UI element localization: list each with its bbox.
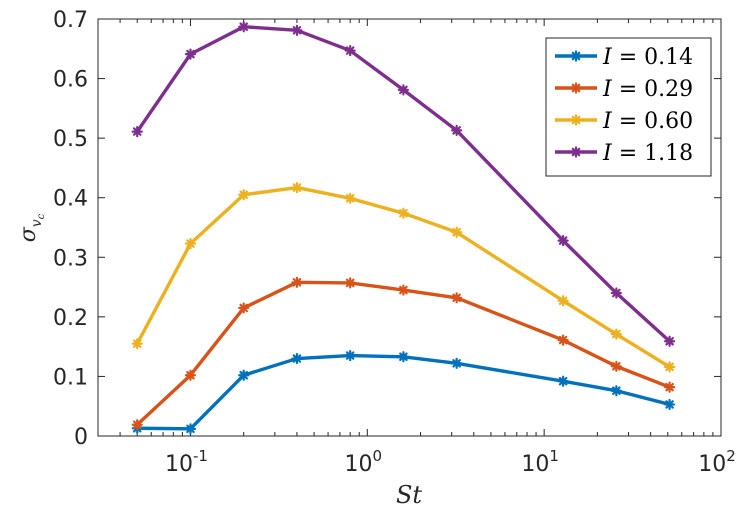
series-layer bbox=[131, 21, 676, 435]
data-point bbox=[131, 125, 143, 138]
y-tick-label: 0.6 bbox=[53, 68, 88, 93]
legend-label: I = 0.14 bbox=[602, 45, 693, 70]
series-2 bbox=[131, 181, 676, 373]
legend-label: I = 1.18 bbox=[602, 141, 693, 166]
series-0 bbox=[131, 349, 676, 435]
x-tick-label: 100 bbox=[345, 447, 383, 477]
legend-marker bbox=[570, 82, 582, 94]
x-tick-label-exponent: 2 bbox=[726, 447, 736, 465]
x-tick-label-base: 10 bbox=[521, 452, 549, 477]
plot-area bbox=[97, 18, 722, 437]
data-point bbox=[291, 352, 303, 365]
legend-item: I = 0.14 bbox=[555, 45, 693, 70]
x-tick-label-base: 10 bbox=[345, 452, 373, 477]
data-point bbox=[291, 276, 303, 288]
data-point bbox=[238, 369, 250, 381]
y-axis-label-subscript: v bbox=[29, 219, 45, 227]
axis-ticks bbox=[97, 18, 722, 437]
data-point bbox=[344, 349, 356, 362]
data-point bbox=[557, 235, 569, 247]
data-point bbox=[397, 284, 410, 296]
data-point bbox=[291, 24, 303, 36]
data-point bbox=[610, 385, 622, 397]
x-tick-label-base: 10 bbox=[698, 452, 726, 477]
svg-text:σvc: σvc bbox=[16, 213, 47, 242]
data-point bbox=[184, 237, 197, 250]
data-point bbox=[451, 357, 463, 369]
data-point bbox=[557, 375, 569, 387]
data-point bbox=[344, 192, 356, 204]
data-point bbox=[291, 181, 303, 194]
data-point bbox=[397, 351, 410, 363]
data-point bbox=[131, 338, 143, 350]
data-point bbox=[663, 381, 676, 393]
y-tick-label: 0 bbox=[74, 425, 88, 450]
data-point bbox=[397, 207, 410, 219]
x-axis-label: St bbox=[396, 481, 422, 509]
series-line bbox=[135, 185, 671, 369]
data-point bbox=[557, 334, 569, 346]
y-axis-label: σvc bbox=[16, 213, 47, 242]
x-tick-label-base: 10 bbox=[165, 452, 193, 477]
data-point bbox=[344, 277, 356, 289]
axis-tick-labels: 00.10.20.30.40.50.60.710-1 100 101 102 bbox=[53, 8, 736, 477]
series-3 bbox=[131, 21, 676, 347]
data-point bbox=[238, 21, 250, 33]
y-axis-label-symbol: σ bbox=[16, 226, 41, 242]
series-line bbox=[136, 280, 671, 426]
data-point bbox=[663, 398, 676, 411]
legend: I = 0.14 I = 0.29 I = 0.60 I = 1.18 bbox=[545, 37, 712, 177]
x-tick-label-exponent: 1 bbox=[549, 447, 559, 465]
legend-marker bbox=[570, 114, 582, 126]
series-1 bbox=[131, 276, 676, 431]
data-point bbox=[184, 423, 197, 435]
legend-label: I = 0.60 bbox=[602, 109, 693, 134]
y-tick-label: 0.7 bbox=[53, 8, 88, 33]
data-point bbox=[451, 226, 463, 238]
data-point bbox=[663, 361, 676, 373]
legend-item: I = 0.29 bbox=[555, 77, 693, 102]
y-tick-label: 0.3 bbox=[53, 246, 88, 271]
y-tick-label: 0.1 bbox=[53, 365, 88, 390]
data-point bbox=[238, 189, 250, 201]
data-point bbox=[610, 360, 622, 372]
data-point bbox=[451, 292, 463, 304]
data-point bbox=[397, 84, 410, 96]
legend-marker bbox=[570, 146, 582, 158]
series-line bbox=[135, 25, 671, 343]
legend-label: I = 0.29 bbox=[602, 77, 693, 102]
x-tick-label: 101 bbox=[521, 447, 559, 477]
y-tick-label: 0.4 bbox=[53, 187, 88, 212]
data-point bbox=[610, 328, 622, 340]
data-point bbox=[131, 419, 143, 431]
y-tick-label: 0.5 bbox=[53, 127, 88, 152]
data-point bbox=[184, 369, 197, 381]
axes-box bbox=[97, 18, 722, 437]
series-line bbox=[137, 353, 671, 431]
data-point bbox=[557, 295, 569, 307]
legend-item: I = 0.60 bbox=[555, 109, 693, 134]
data-point bbox=[610, 287, 622, 299]
data-point bbox=[451, 124, 463, 136]
legend-item: I = 1.18 bbox=[555, 141, 693, 166]
x-tick-label-exponent: 0 bbox=[373, 447, 383, 465]
y-tick-label: 0.2 bbox=[53, 306, 88, 331]
x-tick-label: 102 bbox=[698, 447, 736, 477]
data-point bbox=[238, 302, 250, 314]
data-point bbox=[344, 44, 356, 57]
data-point bbox=[184, 48, 197, 60]
y-axis-label-subsubscript: c bbox=[36, 213, 47, 219]
x-tick-label-exponent: -1 bbox=[193, 447, 208, 465]
legend-marker bbox=[570, 50, 582, 62]
data-point bbox=[663, 335, 676, 347]
x-tick-label: 10-1 bbox=[165, 447, 208, 477]
